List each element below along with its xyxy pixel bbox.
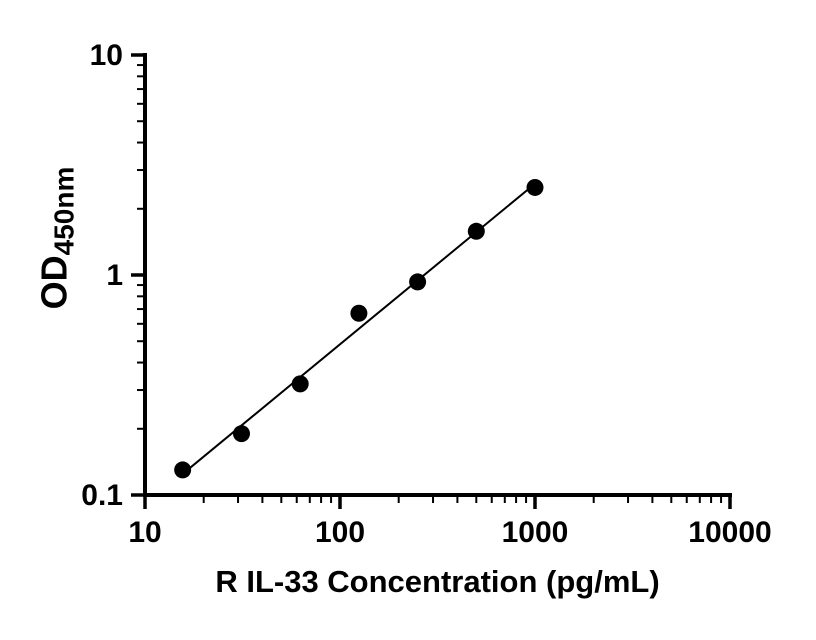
y-tick-label: 1 xyxy=(106,259,123,292)
major-ticks xyxy=(131,53,732,509)
axis-spines xyxy=(143,53,732,497)
data-point xyxy=(526,178,544,196)
x-tick-label: 100 xyxy=(315,516,365,549)
data-point xyxy=(291,375,309,393)
data-point xyxy=(409,273,427,291)
y-axis-title: OD450nm xyxy=(34,167,81,310)
data-point xyxy=(232,425,250,443)
y-axis-title-subscript: 450nm xyxy=(48,166,80,256)
data-point xyxy=(467,222,485,240)
data-point xyxy=(174,461,192,479)
data-points xyxy=(174,178,544,479)
x-tick-labels: 10 100 1000 10000 xyxy=(128,516,771,549)
x-tick-label: 1000 xyxy=(502,516,569,549)
y-tick-label: 0.1 xyxy=(81,479,123,512)
x-tick-label: 10000 xyxy=(688,516,771,549)
y-tick-label: 10 xyxy=(90,39,123,72)
y-tick-labels: 0.1 1 10 xyxy=(81,39,123,512)
x-axis-title: R IL-33 Concentration (pg/mL) xyxy=(215,564,660,599)
minor-ticks xyxy=(137,64,723,503)
data-point xyxy=(350,304,368,322)
x-tick-label: 10 xyxy=(128,516,161,549)
y-axis-title-main: OD xyxy=(33,255,75,310)
